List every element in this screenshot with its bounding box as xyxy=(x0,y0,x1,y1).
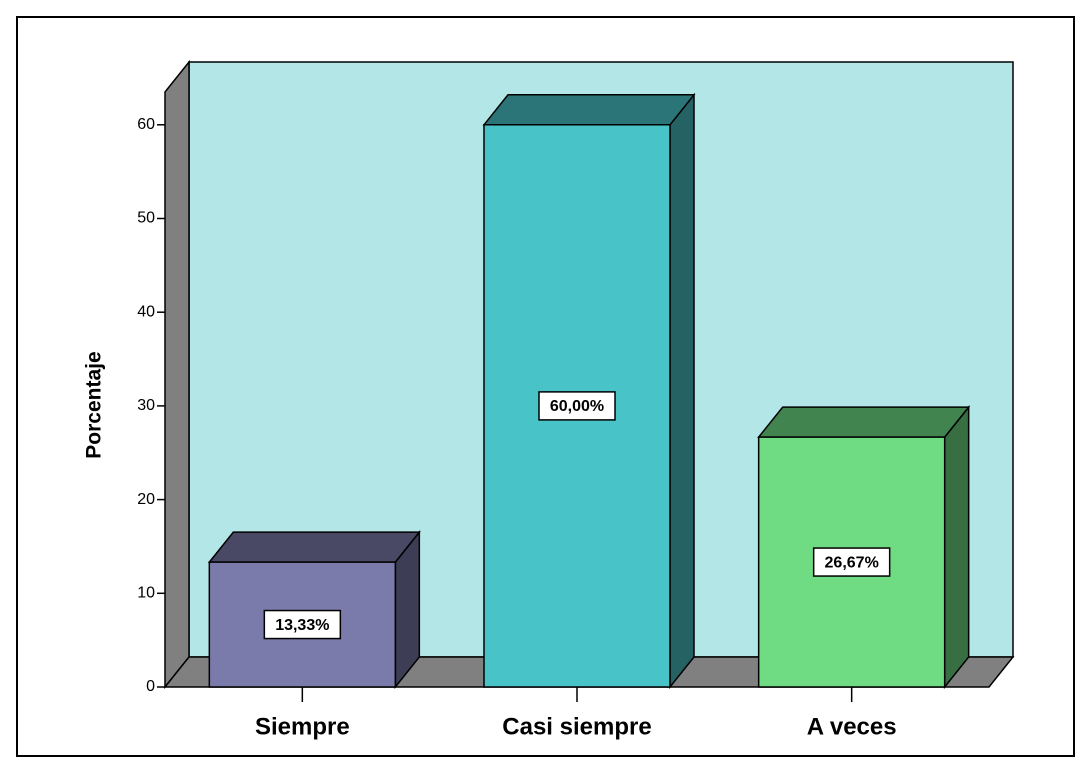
bar xyxy=(207,529,421,690)
value-label-box xyxy=(263,609,342,640)
bar-side xyxy=(943,404,970,690)
bar-top xyxy=(207,531,421,563)
y-tick-label: 40 xyxy=(137,303,155,320)
left-wall xyxy=(164,59,190,690)
bar xyxy=(757,404,971,690)
y-axis-label: Porcentaje xyxy=(83,351,106,458)
x-tick-label: Casi siempre xyxy=(502,713,651,740)
y-tick-label: 10 xyxy=(137,585,155,602)
value-label: 60,00% xyxy=(550,398,604,415)
y-tick-label: 0 xyxy=(146,678,155,695)
bar-top xyxy=(482,94,696,126)
bar xyxy=(482,92,696,690)
value-label-box xyxy=(812,547,891,577)
y-tick-label: 30 xyxy=(137,397,155,414)
value-label-box xyxy=(538,391,616,421)
y-tick-label: 20 xyxy=(137,491,155,508)
value-label: 13,33% xyxy=(275,617,329,634)
value-label: 26,67% xyxy=(825,554,879,571)
y-tick-label: 50 xyxy=(137,210,155,227)
bar-top xyxy=(757,406,971,438)
y-tick-label: 60 xyxy=(137,116,155,133)
bar-side xyxy=(669,92,695,690)
x-tick-label: A veces xyxy=(807,713,897,740)
x-tick-label: Siempre xyxy=(255,713,350,740)
